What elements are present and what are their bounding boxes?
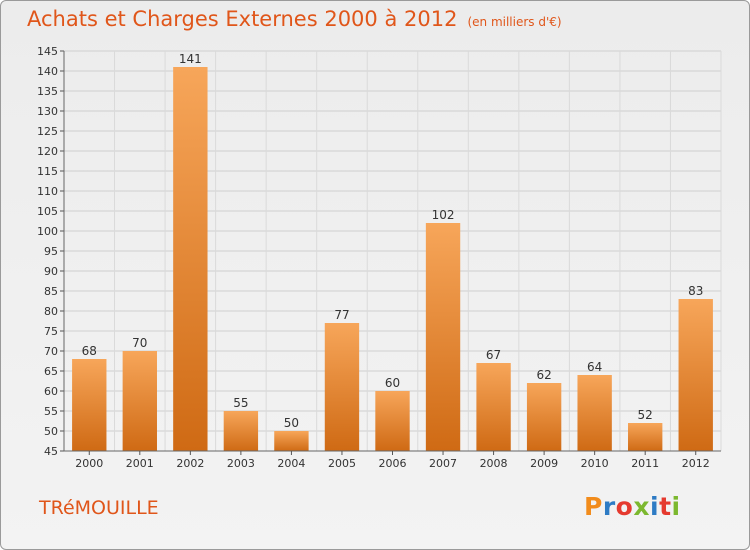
data-label-2007: 102 xyxy=(432,208,455,222)
y-tick-label: 110 xyxy=(37,185,58,198)
x-tick-label-2003: 2003 xyxy=(227,457,255,470)
bar-2006 xyxy=(375,391,410,451)
data-label-2009: 62 xyxy=(536,368,551,382)
y-tick-label: 50 xyxy=(44,425,58,438)
bar-2005 xyxy=(324,323,360,451)
chart-title-text: Achats et Charges Externes 2000 à 2012 xyxy=(27,7,458,31)
bar-2009 xyxy=(526,383,562,451)
bar-2004 xyxy=(274,431,309,451)
x-tick-label-2010: 2010 xyxy=(581,457,609,470)
bar-2012 xyxy=(678,299,713,451)
proxiti-logo: Proxiti xyxy=(584,492,681,521)
x-tick-label-2001: 2001 xyxy=(126,457,154,470)
x-tick-label-2012: 2012 xyxy=(682,457,710,470)
logo-letter: r xyxy=(602,492,616,521)
y-tick-label: 75 xyxy=(44,325,58,338)
x-tick-label-2009: 2009 xyxy=(530,457,558,470)
y-tick-label: 135 xyxy=(37,85,58,98)
x-tick-label-2000: 2000 xyxy=(75,457,103,470)
y-tick-label: 100 xyxy=(37,225,58,238)
data-label-2004: 50 xyxy=(284,416,299,430)
y-tick-label: 125 xyxy=(37,125,58,138)
data-label-2005: 77 xyxy=(334,308,349,322)
bar-2002 xyxy=(173,67,208,451)
x-tick-label-2011: 2011 xyxy=(631,457,659,470)
data-label-2011: 52 xyxy=(638,408,653,422)
y-tick-label: 65 xyxy=(44,365,58,378)
y-tick-label: 60 xyxy=(44,385,58,398)
y-tick-label: 130 xyxy=(37,105,58,118)
data-label-2001: 70 xyxy=(132,336,147,350)
x-tick-label-2005: 2005 xyxy=(328,457,356,470)
y-tick-label: 80 xyxy=(44,305,58,318)
y-tick-label: 120 xyxy=(37,145,58,158)
chart-title: Achats et Charges Externes 2000 à 2012 (e… xyxy=(27,7,562,31)
logo-letter: i xyxy=(671,492,681,521)
data-label-2008: 67 xyxy=(486,348,501,362)
x-tick-label-2004: 2004 xyxy=(277,457,305,470)
logo-letter: i xyxy=(650,492,660,521)
y-tick-label: 55 xyxy=(44,405,58,418)
y-tick-label: 70 xyxy=(44,345,58,358)
y-tick-label: 115 xyxy=(37,165,58,178)
chart-subtitle: (en milliers d'€) xyxy=(467,15,562,29)
data-label-2003: 55 xyxy=(233,396,248,410)
bar-2003 xyxy=(223,411,259,451)
data-label-2006: 60 xyxy=(385,376,400,390)
y-tick-label: 90 xyxy=(44,265,58,278)
logo-letter: x xyxy=(633,492,650,521)
data-label-2002: 141 xyxy=(179,52,202,66)
logo-letter: P xyxy=(584,492,603,521)
y-tick-label: 85 xyxy=(44,285,58,298)
y-tick-label: 45 xyxy=(44,445,58,458)
data-label-2010: 64 xyxy=(587,360,602,374)
x-tick-label-2007: 2007 xyxy=(429,457,457,470)
y-tick-label: 145 xyxy=(37,45,58,58)
y-tick-label: 105 xyxy=(37,205,58,218)
x-tick-label-2006: 2006 xyxy=(379,457,407,470)
bar-2007 xyxy=(425,223,461,451)
commune-name: TRéMOUILLE xyxy=(39,497,159,519)
bar-2001 xyxy=(122,351,157,451)
data-label-2000: 68 xyxy=(82,344,97,358)
bar-2010 xyxy=(577,375,612,451)
logo-letter: o xyxy=(615,492,634,521)
bar-2011 xyxy=(628,423,663,451)
bar-2000 xyxy=(72,359,107,451)
y-tick-label: 95 xyxy=(44,245,58,258)
logo-letter: t xyxy=(659,492,672,521)
x-tick-label-2002: 2002 xyxy=(176,457,204,470)
x-tick-label-2008: 2008 xyxy=(480,457,508,470)
data-label-2012: 83 xyxy=(688,284,703,298)
bar-2008 xyxy=(476,363,511,451)
y-tick-label: 140 xyxy=(37,65,58,78)
